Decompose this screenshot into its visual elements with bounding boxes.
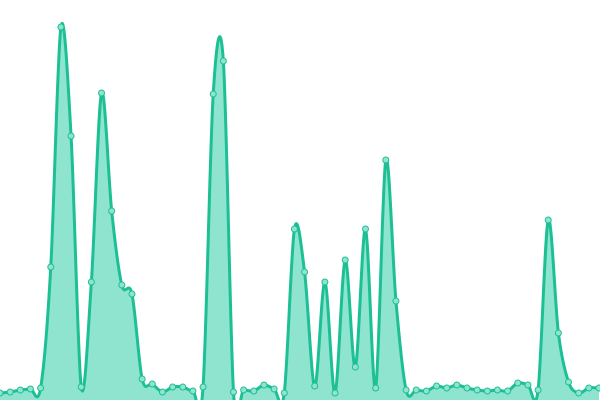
data-point <box>544 216 552 224</box>
data-point <box>565 378 573 386</box>
data-point <box>169 383 177 391</box>
data-point <box>443 384 451 392</box>
data-point <box>189 387 197 395</box>
data-point <box>595 384 600 392</box>
data-point <box>219 57 227 65</box>
data-point <box>98 89 106 97</box>
data-point <box>179 383 187 391</box>
data-point <box>361 225 369 233</box>
data-point <box>290 225 298 233</box>
data-point <box>6 388 14 396</box>
data-point <box>402 386 410 394</box>
data-point <box>240 386 248 394</box>
data-point <box>250 387 258 395</box>
data-point <box>301 268 309 276</box>
data-point <box>230 388 238 396</box>
data-point <box>321 278 329 286</box>
data-point <box>128 290 136 298</box>
data-point <box>524 381 532 389</box>
data-point <box>493 386 501 394</box>
data-point <box>433 382 441 390</box>
data-point <box>260 381 268 389</box>
data-point <box>382 156 390 164</box>
data-point <box>0 389 4 397</box>
data-point <box>158 388 166 396</box>
data-point <box>392 297 400 305</box>
data-point <box>422 387 430 395</box>
data-point <box>148 380 156 388</box>
data-point <box>138 375 146 383</box>
data-point <box>199 383 207 391</box>
data-point <box>77 383 85 391</box>
data-point <box>37 384 45 392</box>
data-point <box>514 379 522 387</box>
data-point <box>270 385 278 393</box>
data-point <box>453 381 461 389</box>
data-point <box>47 263 55 271</box>
data-point <box>504 387 512 395</box>
data-point <box>331 389 339 397</box>
data-point <box>87 278 95 286</box>
data-point <box>463 384 471 392</box>
data-point <box>585 384 593 392</box>
data-point <box>534 386 542 394</box>
data-point <box>57 23 65 31</box>
data-point <box>473 386 481 394</box>
data-point <box>209 90 217 98</box>
data-point <box>108 207 116 215</box>
data-point <box>372 384 380 392</box>
data-point <box>341 256 349 264</box>
data-point <box>412 386 420 394</box>
data-point <box>554 329 562 337</box>
data-point <box>16 386 24 394</box>
data-point <box>351 363 359 371</box>
data-point <box>118 281 126 289</box>
data-point <box>67 132 75 140</box>
data-point <box>575 389 583 397</box>
data-point <box>280 389 288 397</box>
data-point <box>483 387 491 395</box>
data-point <box>311 382 319 390</box>
area-fill <box>0 23 599 400</box>
data-point <box>26 385 34 393</box>
